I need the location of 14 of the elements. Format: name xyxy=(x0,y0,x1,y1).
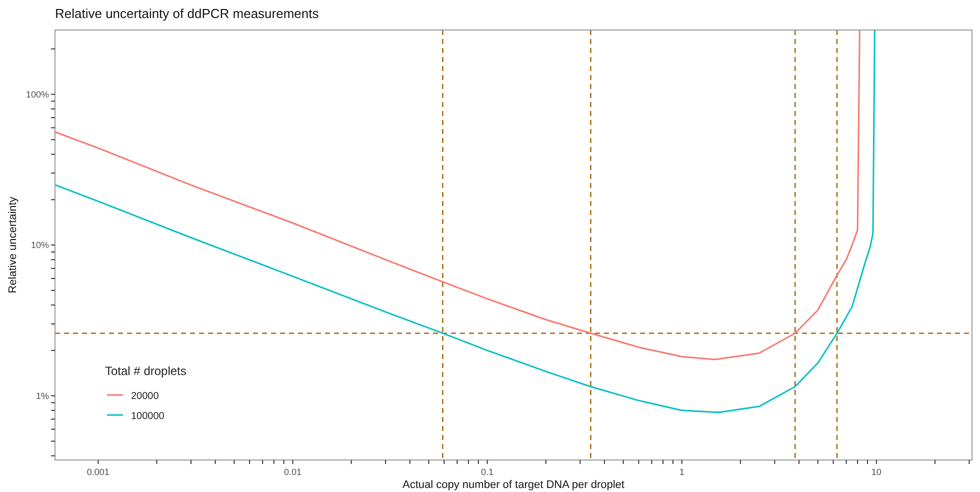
y-axis-title: Relative uncertainty xyxy=(7,196,19,294)
x-tick-label: 0.01 xyxy=(284,467,302,477)
legend-title: Total # droplets xyxy=(105,364,186,378)
x-tick-label: 10 xyxy=(871,467,882,477)
y-tick-label: 1% xyxy=(36,390,49,401)
x-tick-label: 0.1 xyxy=(481,467,494,477)
x-tick-label: 1 xyxy=(679,467,684,477)
chart-title: Relative uncertainty of ddPCR measurements xyxy=(55,6,320,21)
y-tick-label: 100% xyxy=(26,89,49,100)
legend-label: 100000 xyxy=(131,411,165,422)
legend-label: 20000 xyxy=(131,391,160,402)
x-axis-title: Actual copy number of target DNA per droplet xyxy=(402,479,624,491)
y-tick-label: 10% xyxy=(30,240,49,250)
x-tick-label: 0.001 xyxy=(86,467,110,477)
